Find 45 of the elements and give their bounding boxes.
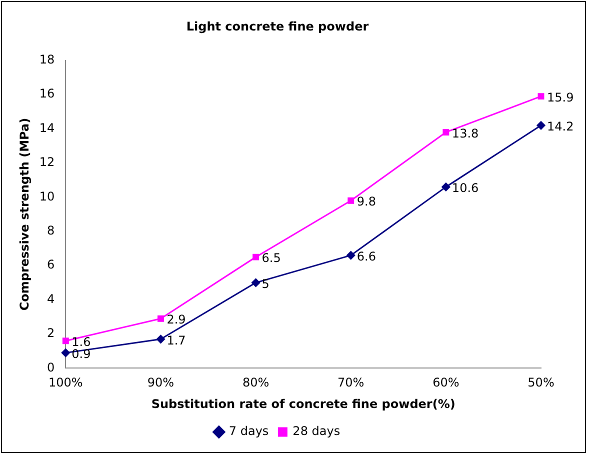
y-tick-label: 6 — [47, 258, 55, 272]
point — [252, 278, 260, 287]
point — [536, 121, 546, 130]
y-tick-label: 4 — [47, 292, 55, 306]
point — [156, 334, 165, 344]
legend-label: 28 days — [292, 424, 340, 438]
y-axis-title: Compressive strength (MPa) — [17, 118, 32, 311]
point — [348, 197, 354, 204]
y-tick-label: 14 — [39, 120, 55, 135]
data-label: 1.7 — [166, 333, 186, 348]
data-label: 9.8 — [356, 194, 376, 209]
point — [346, 251, 356, 260]
y-tick-label: 12 — [39, 155, 55, 170]
data-label: 6.5 — [262, 251, 281, 266]
point — [442, 182, 450, 192]
x-tick-label: 70% — [338, 376, 364, 390]
point — [442, 128, 450, 136]
point — [158, 315, 164, 322]
data-label: 14.2 — [547, 120, 574, 134]
chart-title: Light concrete fine powder — [186, 19, 369, 34]
point — [538, 93, 544, 100]
point — [252, 254, 260, 260]
x-tick-label: 60% — [432, 376, 460, 390]
y-tick-label: 8 — [47, 224, 55, 238]
x-axis-title: Substitution rate of concrete fine powder(%) — [151, 396, 456, 411]
y-tick-label: 2 — [47, 326, 55, 340]
data-label: 1.6 — [72, 334, 91, 349]
legend-label: 7 days — [228, 424, 269, 438]
y-tick-label: 18 — [39, 52, 55, 67]
data-label: 2.9 — [166, 312, 186, 327]
data-label: 10.6 — [452, 181, 479, 196]
point — [62, 338, 69, 344]
x-tick-label: 100% — [48, 376, 83, 390]
x-tick-label: 90% — [147, 376, 174, 390]
x-tick-label: 50% — [528, 376, 554, 390]
data-label: 15.9 — [547, 90, 574, 104]
y-tick-label: 16 — [39, 86, 55, 101]
data-label: 13.8 — [452, 126, 479, 140]
y-tick-label: 0 — [47, 360, 55, 374]
point — [61, 348, 70, 358]
x-tick-label: 80% — [242, 376, 270, 390]
y-tick-label: 10 — [39, 189, 55, 204]
data-label: 0.9 — [72, 346, 91, 361]
data-label: 6.6 — [356, 249, 376, 264]
data-label: 5 — [262, 276, 270, 291]
